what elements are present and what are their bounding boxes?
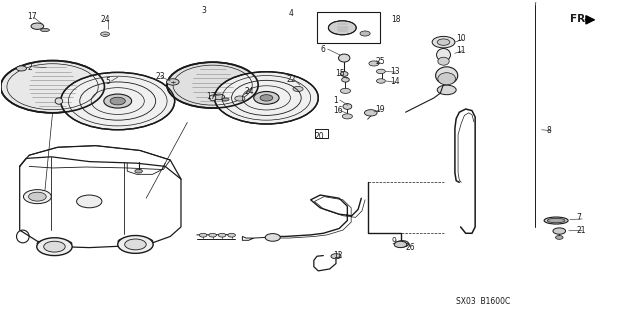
- Circle shape: [553, 228, 566, 234]
- Circle shape: [293, 86, 303, 92]
- Ellipse shape: [342, 77, 349, 82]
- Circle shape: [228, 233, 235, 237]
- Circle shape: [77, 195, 102, 208]
- Text: 2: 2: [27, 63, 32, 72]
- Circle shape: [167, 62, 258, 108]
- Circle shape: [377, 79, 385, 83]
- Ellipse shape: [209, 95, 216, 101]
- Circle shape: [265, 234, 280, 241]
- Ellipse shape: [437, 49, 451, 61]
- Circle shape: [235, 96, 245, 101]
- Circle shape: [101, 32, 110, 36]
- Text: 10: 10: [456, 35, 466, 44]
- Bar: [315, 129, 328, 138]
- Text: 17: 17: [27, 12, 37, 21]
- Circle shape: [104, 94, 132, 108]
- Ellipse shape: [340, 72, 348, 76]
- Ellipse shape: [339, 54, 350, 62]
- Ellipse shape: [436, 67, 458, 84]
- Ellipse shape: [547, 218, 565, 223]
- Circle shape: [23, 190, 51, 204]
- Text: 19: 19: [375, 105, 385, 114]
- Text: 18: 18: [392, 15, 401, 24]
- Text: SX03  B1600C: SX03 B1600C: [456, 297, 510, 306]
- Ellipse shape: [55, 98, 63, 104]
- Circle shape: [167, 79, 179, 85]
- Text: 14: 14: [391, 77, 400, 86]
- Circle shape: [135, 169, 143, 173]
- Circle shape: [555, 236, 563, 239]
- Ellipse shape: [544, 217, 568, 224]
- Text: 1: 1: [333, 96, 338, 105]
- Circle shape: [369, 61, 379, 66]
- Text: 25: 25: [375, 57, 385, 66]
- Circle shape: [394, 241, 407, 248]
- Circle shape: [377, 69, 385, 74]
- Circle shape: [214, 72, 318, 124]
- Circle shape: [396, 241, 409, 247]
- Circle shape: [199, 233, 207, 237]
- Circle shape: [340, 88, 351, 93]
- Text: 24: 24: [244, 87, 254, 96]
- Circle shape: [61, 72, 174, 130]
- Circle shape: [360, 31, 370, 36]
- Circle shape: [342, 114, 353, 119]
- Circle shape: [437, 39, 450, 45]
- Circle shape: [125, 239, 146, 250]
- Circle shape: [254, 92, 279, 104]
- Text: 23: 23: [155, 72, 165, 81]
- Text: 3: 3: [202, 6, 207, 15]
- Text: 16: 16: [333, 106, 343, 115]
- Text: 22: 22: [287, 75, 296, 84]
- Circle shape: [16, 66, 27, 71]
- Circle shape: [44, 241, 65, 252]
- Circle shape: [209, 233, 216, 237]
- Text: FR.: FR.: [570, 14, 590, 24]
- Text: 21: 21: [576, 226, 586, 235]
- Ellipse shape: [221, 98, 229, 101]
- Circle shape: [432, 36, 455, 48]
- Text: 6: 6: [320, 44, 325, 54]
- Text: 5: 5: [105, 77, 110, 86]
- Text: 11: 11: [456, 46, 466, 55]
- Ellipse shape: [437, 85, 456, 95]
- Text: 7: 7: [576, 213, 581, 222]
- Text: 12: 12: [333, 251, 343, 260]
- Ellipse shape: [438, 73, 456, 85]
- Circle shape: [37, 238, 72, 256]
- Text: 26: 26: [406, 243, 415, 252]
- Circle shape: [331, 254, 341, 259]
- FancyArrowPatch shape: [585, 16, 594, 24]
- Text: 4: 4: [288, 9, 294, 18]
- Text: 17: 17: [206, 92, 216, 101]
- Circle shape: [110, 97, 126, 105]
- Ellipse shape: [438, 57, 450, 65]
- Text: 24: 24: [101, 15, 110, 24]
- Circle shape: [1, 60, 105, 113]
- FancyBboxPatch shape: [317, 12, 380, 43]
- Circle shape: [29, 192, 46, 201]
- Circle shape: [260, 95, 273, 101]
- Text: 13: 13: [391, 67, 400, 76]
- Circle shape: [365, 110, 377, 116]
- Text: 20: 20: [314, 132, 324, 141]
- Text: 8: 8: [546, 126, 551, 135]
- Text: 15: 15: [335, 68, 344, 77]
- Circle shape: [328, 21, 356, 35]
- Text: 9: 9: [392, 237, 396, 246]
- Circle shape: [213, 94, 224, 100]
- Ellipse shape: [343, 104, 352, 109]
- Circle shape: [218, 233, 226, 237]
- Ellipse shape: [41, 28, 49, 32]
- Circle shape: [31, 23, 44, 29]
- Circle shape: [118, 236, 153, 253]
